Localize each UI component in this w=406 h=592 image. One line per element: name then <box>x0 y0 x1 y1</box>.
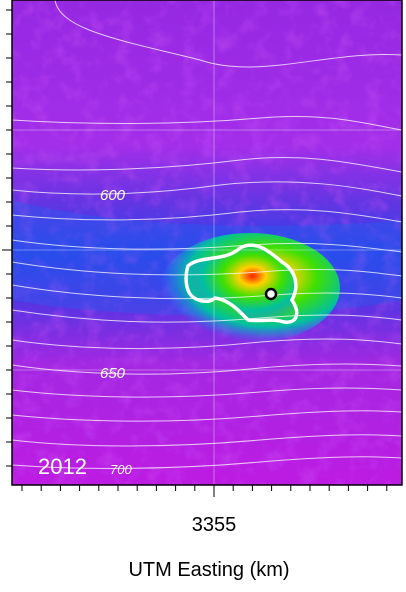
page: {"map": {"year": "2012", "contour_labels… <box>0 0 406 587</box>
contour-label: 600 <box>100 187 126 204</box>
map-area: 600 650 700 2012 <box>12 0 402 485</box>
figure: 600 650 700 2012 3355 UTM Easting (km) <box>0 0 406 587</box>
contour-label: 700 <box>110 462 132 477</box>
contour-label: 650 <box>100 365 126 382</box>
marker <box>266 289 276 299</box>
x-axis-label: UTM Easting (km) <box>128 559 289 581</box>
year-label: 2012 <box>38 454 87 479</box>
x-tick-label: 3355 <box>192 514 237 536</box>
